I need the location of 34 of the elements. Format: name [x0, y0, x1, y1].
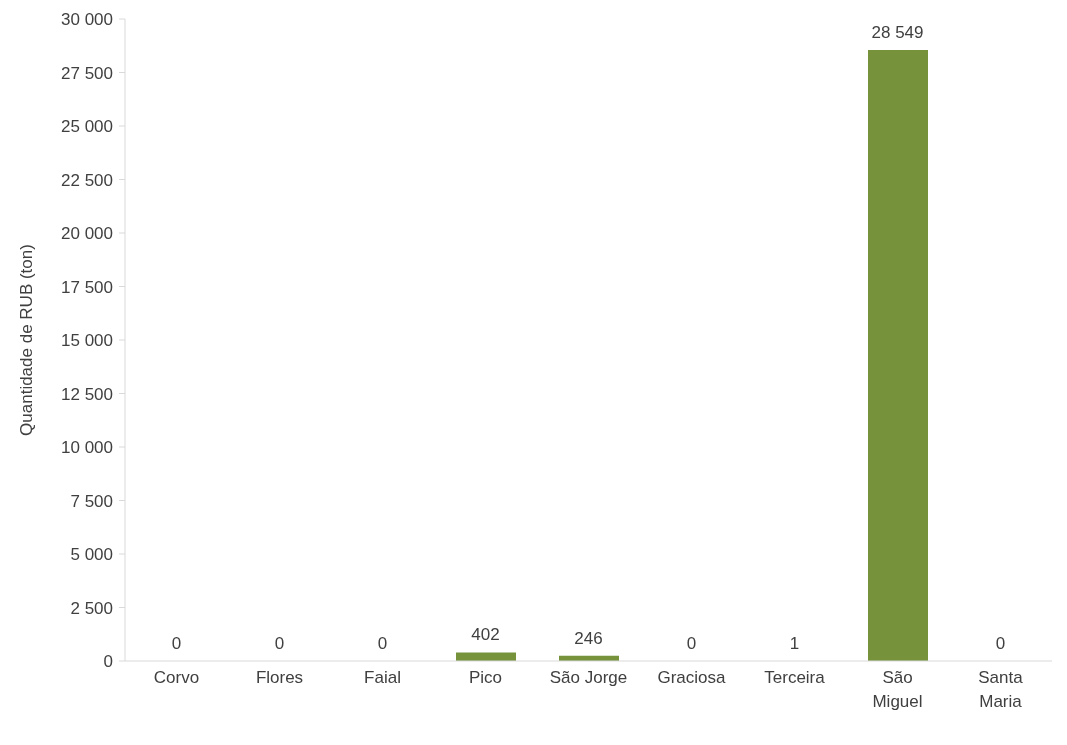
y-tick-label: 2 500: [70, 598, 113, 618]
y-tick-label: 27 500: [61, 63, 113, 83]
y-tick-label: 5 000: [70, 545, 113, 564]
y-tick-label: 10 000: [61, 438, 113, 457]
data-label: 28 549: [871, 23, 924, 43]
y-tick-label: 12 500: [61, 384, 113, 404]
x-tick-label: Terceira: [764, 668, 826, 687]
x-tick-label: Corvo: [153, 668, 200, 687]
y-axis-title: Quantidade de RUB (ton): [17, 244, 37, 436]
data-label: 0: [377, 634, 388, 653]
y-tick-label: 30 000: [61, 10, 113, 29]
data-label: 0: [274, 634, 285, 653]
data-label: 0: [995, 634, 1006, 653]
bar: [868, 50, 928, 661]
data-label: 0: [171, 634, 182, 653]
y-tick-label: 17 500: [61, 277, 113, 297]
y-tick-label: 7 500: [70, 491, 113, 511]
x-tick-label: Pico: [468, 668, 503, 687]
data-label: 402: [471, 625, 500, 645]
x-tick-label: São Miguel: [872, 668, 923, 711]
y-tick-label: 15 000: [61, 331, 113, 350]
bar: [456, 652, 516, 661]
x-tick-label: Santa Maria: [978, 668, 1024, 711]
data-label: 1: [789, 633, 800, 653]
y-tick-label: 25 000: [61, 117, 113, 136]
data-label: 246: [574, 628, 603, 648]
data-label: 0: [686, 634, 697, 653]
y-tick-label: 22 500: [61, 170, 113, 190]
y-tick-label: 20 000: [61, 224, 113, 243]
x-tick-label: Faial: [364, 668, 401, 687]
x-tick-label: Graciosa: [657, 668, 727, 687]
y-tick-label: 0: [103, 652, 113, 671]
x-tick-label: São Jorge: [549, 668, 628, 687]
x-tick-label: Flores: [255, 668, 304, 687]
